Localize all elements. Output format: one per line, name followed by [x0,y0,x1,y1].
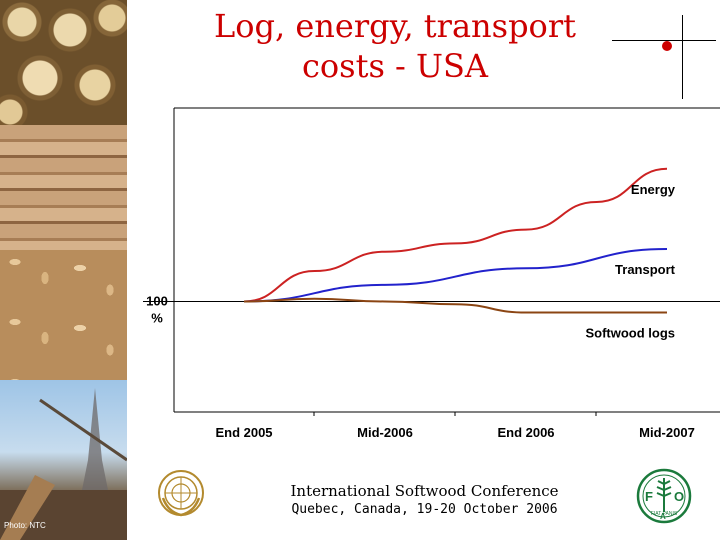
series-label-transport: Transport [615,262,676,277]
slide-title: Log, energy, transport costs - USA [160,6,630,86]
cross-mark-horizontal [612,40,716,41]
chart-axes [143,107,720,416]
photo-pellets [0,250,127,380]
chart-labels: 100% End 2005 Mid-2006 End 2006 Mid-2007 Ener… [146,182,695,440]
baseline-label-value: 100 [146,293,168,308]
series-line-softwood-logs [243,297,667,314]
chart-series [243,167,668,314]
fao-letter-a: A [660,512,666,521]
x-tick-label: End 2006 [497,425,554,440]
cross-mark-dot [662,41,672,51]
photo-logs [0,0,127,125]
fao-letter-o: O [674,489,684,504]
line-chart: 100% End 2005 Mid-2006 End 2006 Mid-2007 Ener… [143,107,720,440]
photo-strip: Photo: NTC [0,0,127,540]
photo-planks [0,125,127,250]
x-tick-label: End 2005 [215,425,272,440]
cross-mark-vertical [682,15,683,99]
un-emblem-icon [158,470,204,517]
series-label-energy: Energy [631,182,676,197]
footer-subtitle: Quebec, Canada, 19-20 October 2006 [291,502,558,517]
eiffel-tower-icon [0,388,127,540]
slide-title-line-2: costs - USA [301,47,489,85]
photo-credit: Photo: NTC [4,521,46,530]
fao-motto: FIAT PANIS [651,511,678,517]
x-tick-label: Mid-2006 [357,425,413,440]
photo-eiffel-tower: Photo: NTC [0,380,127,540]
x-tick-label: Mid-2007 [639,425,695,440]
footer-title: International Softwood Conference [290,482,559,500]
baseline-label-unit: % [151,310,163,325]
series-line-transport [243,247,668,303]
series-label-softwood-logs: Softwood logs [585,326,675,341]
series-line-energy [243,167,668,303]
fao-letter-f: F [645,489,653,504]
slide-title-line-1: Log, energy, transport [214,7,576,45]
fao-logo-icon: F O A FIAT PANIS [636,468,692,524]
